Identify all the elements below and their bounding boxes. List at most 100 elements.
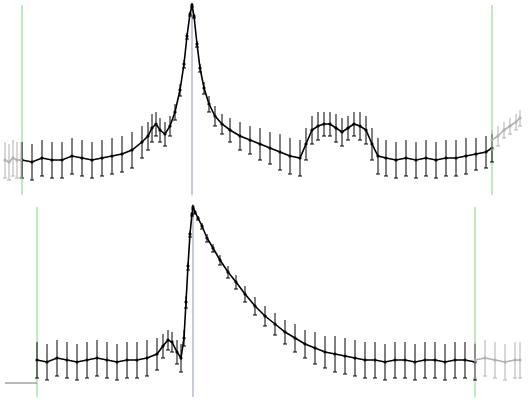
- error-cap: [60, 178, 64, 179]
- error-cap: [248, 154, 252, 155]
- data-trace: [5, 158, 21, 162]
- error-cap: [352, 136, 356, 137]
- error-cap: [161, 358, 165, 359]
- error-cap: [234, 289, 238, 290]
- range-line: [37, 207, 38, 397]
- error-cap: [175, 364, 179, 365]
- error-cap: [434, 178, 438, 179]
- error-cap: [150, 142, 154, 143]
- error-cap: [404, 176, 408, 177]
- error-cap: [220, 134, 224, 135]
- error-cap: [55, 376, 59, 377]
- series: [35, 205, 477, 380]
- range-line: [475, 207, 476, 397]
- error-cap: [115, 380, 119, 381]
- error-cap: [340, 146, 344, 147]
- figure: [0, 0, 530, 402]
- series: [3, 140, 23, 180]
- error-cap: [514, 130, 518, 131]
- error-cap: [125, 378, 129, 379]
- error-cap: [155, 370, 159, 371]
- error-cap: [518, 126, 522, 127]
- series: [490, 110, 522, 150]
- error-cap: [313, 364, 317, 365]
- error-cap: [293, 352, 297, 353]
- error-cap: [463, 378, 467, 379]
- error-cap: [179, 372, 183, 373]
- error-cap: [346, 140, 350, 141]
- error-cap: [146, 150, 150, 151]
- error-cap: [11, 176, 15, 177]
- error-cap: [154, 136, 158, 137]
- error-cap: [218, 265, 222, 266]
- error-cap: [110, 174, 114, 175]
- error-cap: [473, 378, 477, 379]
- error-cap: [45, 380, 49, 381]
- error-cap: [3, 178, 7, 179]
- error-cap: [283, 344, 287, 345]
- error-cap: [454, 176, 458, 177]
- error-cap: [518, 378, 522, 379]
- error-cap: [20, 178, 24, 179]
- error-cap: [50, 178, 54, 179]
- series: [5, 383, 37, 384]
- series: [20, 3, 494, 180]
- error-cap: [303, 358, 307, 359]
- error-cap: [502, 138, 506, 139]
- center-line: [193, 205, 194, 397]
- error-cap: [444, 176, 448, 177]
- error-cap: [35, 378, 39, 379]
- error-cap: [258, 160, 262, 161]
- data-trace: [22, 5, 492, 162]
- error-cap: [19, 178, 23, 179]
- error-cap: [166, 350, 170, 351]
- error-cap: [323, 368, 327, 369]
- error-cap: [394, 178, 398, 179]
- error-cap: [358, 140, 362, 141]
- error-cap: [508, 134, 512, 135]
- error-cap: [100, 176, 104, 177]
- error-cap: [213, 126, 217, 127]
- error-cap: [322, 136, 326, 137]
- error-cap: [370, 160, 374, 161]
- error-cap: [513, 378, 517, 379]
- error-cap: [334, 142, 338, 143]
- error-cap: [473, 380, 477, 381]
- error-cap: [7, 180, 11, 181]
- error-cap: [384, 176, 388, 177]
- error-cap: [105, 378, 109, 379]
- error-cap: [383, 380, 387, 381]
- error-cap: [226, 278, 230, 279]
- error-cap: [490, 150, 494, 151]
- error-cap: [413, 380, 417, 381]
- error-cap: [363, 378, 367, 379]
- error-cap: [253, 315, 257, 316]
- data-trace: [37, 207, 475, 362]
- range-line: [492, 5, 493, 195]
- error-cap: [243, 302, 247, 303]
- error-cap: [353, 376, 357, 377]
- error-cap: [268, 164, 272, 165]
- error-cap: [85, 378, 89, 379]
- error-cap: [238, 150, 242, 151]
- error-cap: [310, 144, 314, 145]
- data-line: [5, 382, 37, 384]
- plot-area: [5, 205, 522, 397]
- error-cap: [493, 378, 497, 379]
- error-cap: [288, 174, 292, 175]
- error-cap: [376, 174, 380, 175]
- error-cap: [173, 120, 177, 121]
- error-cap: [423, 378, 427, 379]
- error-cap: [40, 176, 44, 177]
- error-cap: [263, 326, 267, 327]
- error-cap: [120, 172, 124, 173]
- data-trace: [492, 118, 520, 140]
- center-line: [192, 3, 193, 195]
- error-cap: [273, 335, 277, 336]
- error-cap: [158, 142, 162, 143]
- error-cap: [333, 372, 337, 373]
- error-cap: [130, 168, 134, 169]
- error-cap: [170, 352, 174, 353]
- error-cap: [298, 176, 302, 177]
- error-cap: [484, 168, 488, 169]
